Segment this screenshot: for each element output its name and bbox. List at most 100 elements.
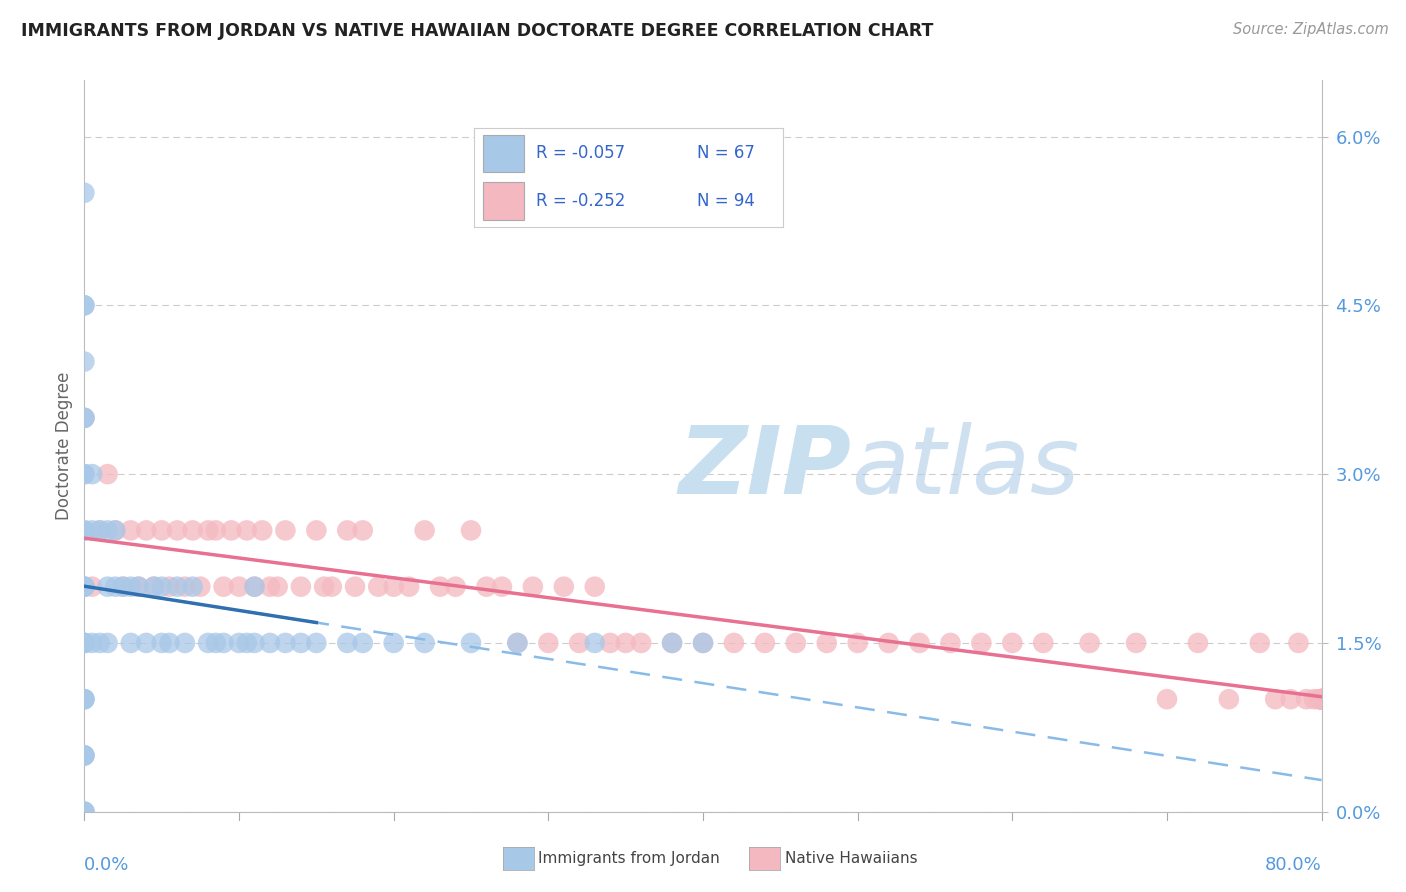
Point (583, 636, 606, 650)
Point (1187, 636, 1209, 650)
Point (73, 467, 96, 482)
Point (259, 636, 281, 650)
Point (89, 636, 111, 650)
Point (166, 580, 188, 594)
Point (197, 524, 219, 538)
Point (205, 636, 228, 650)
Point (73, 410, 96, 425)
Point (1218, 692, 1240, 706)
Point (188, 580, 212, 594)
Point (1310, 692, 1333, 706)
Point (1264, 692, 1286, 706)
Point (73, 748, 96, 763)
Point (398, 580, 420, 594)
Point (1078, 636, 1101, 650)
Point (73, 805, 96, 819)
Point (120, 524, 142, 538)
Point (181, 580, 204, 594)
Point (274, 636, 297, 650)
Text: 0.0%: 0.0% (84, 855, 129, 873)
Point (73, 410, 96, 425)
Point (413, 524, 436, 538)
Point (243, 636, 266, 650)
Point (491, 580, 513, 594)
Point (1295, 692, 1317, 706)
Point (221, 524, 243, 538)
Point (1310, 692, 1333, 706)
Point (174, 580, 197, 594)
Point (630, 636, 652, 650)
Point (475, 580, 498, 594)
Point (228, 580, 250, 594)
Point (73, 524, 96, 538)
Point (290, 580, 312, 594)
Point (1156, 692, 1178, 706)
Point (344, 580, 367, 594)
Text: IMMIGRANTS FROM JORDAN VS NATIVE HAWAIIAN DOCTORATE DEGREE CORRELATION CHART: IMMIGRANTS FROM JORDAN VS NATIVE HAWAIIA… (21, 22, 934, 40)
Point (568, 636, 591, 650)
Point (73, 467, 96, 482)
Point (321, 580, 343, 594)
Point (1310, 692, 1333, 706)
Point (352, 636, 374, 650)
Point (259, 580, 281, 594)
Point (1249, 636, 1271, 650)
Point (143, 580, 166, 594)
Point (553, 580, 575, 594)
Point (583, 580, 606, 594)
Point (1310, 692, 1333, 706)
Point (73, 748, 96, 763)
Point (382, 580, 405, 594)
Point (120, 580, 142, 594)
Point (150, 636, 173, 650)
Point (73, 298, 96, 312)
Point (460, 636, 482, 650)
Point (73, 748, 96, 763)
Point (413, 636, 436, 650)
Point (73, 580, 96, 594)
Point (73, 636, 96, 650)
Point (367, 580, 389, 594)
Point (1310, 692, 1333, 706)
Point (815, 636, 838, 650)
Point (104, 580, 127, 594)
Point (506, 636, 529, 650)
Point (73, 636, 96, 650)
Point (96, 467, 118, 482)
Point (73, 410, 96, 425)
Point (82, 467, 104, 482)
Point (235, 524, 259, 538)
Point (127, 580, 149, 594)
Point (692, 636, 714, 650)
Point (96, 580, 118, 594)
Point (1310, 692, 1333, 706)
Point (692, 636, 714, 650)
Point (159, 636, 180, 650)
Point (336, 636, 359, 650)
Point (159, 580, 180, 594)
Point (73, 692, 96, 706)
Point (305, 636, 328, 650)
Point (1308, 692, 1330, 706)
Point (1288, 636, 1310, 650)
Point (1310, 692, 1333, 706)
Point (73, 186, 96, 200)
Point (1310, 692, 1333, 706)
Point (460, 524, 482, 538)
Point (939, 636, 962, 650)
Point (908, 636, 931, 650)
Point (143, 580, 166, 594)
Point (429, 580, 451, 594)
Point (73, 524, 96, 538)
Point (135, 636, 157, 650)
Point (444, 580, 467, 594)
Point (754, 636, 776, 650)
Point (382, 636, 405, 650)
Point (305, 524, 328, 538)
Point (96, 636, 118, 650)
Point (314, 580, 336, 594)
Point (73, 580, 96, 594)
Point (785, 636, 807, 650)
Point (1310, 692, 1333, 706)
Point (1302, 692, 1324, 706)
